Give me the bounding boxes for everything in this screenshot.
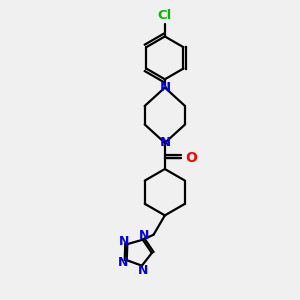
Text: N: N [118, 256, 128, 269]
Text: Cl: Cl [158, 10, 172, 22]
Text: N: N [139, 229, 150, 242]
Text: N: N [118, 235, 129, 248]
Text: N: N [159, 81, 170, 94]
Text: O: O [185, 151, 197, 165]
Text: N: N [138, 264, 148, 277]
Text: N: N [159, 136, 170, 149]
